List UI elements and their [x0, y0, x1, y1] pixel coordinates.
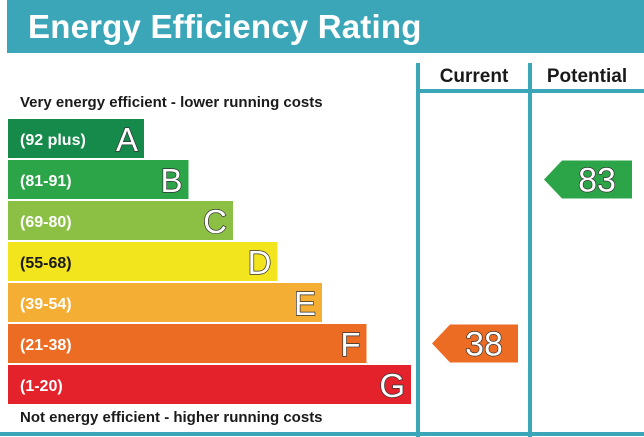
- potential-rating-arrow: 83: [544, 160, 632, 200]
- bottom-caption: Not energy efficient - higher running co…: [20, 409, 323, 426]
- band-b: (81-91) B: [8, 160, 189, 200]
- band-letter: C: [203, 203, 227, 240]
- band-bar: [8, 201, 233, 240]
- page-title: Energy Efficiency Rating: [28, 8, 422, 45]
- band-range-label: (69-80): [20, 214, 72, 231]
- band-letter: E: [294, 285, 316, 322]
- band-letter: A: [116, 121, 138, 158]
- band-c: (69-80) C: [8, 201, 233, 241]
- band-range-label: (55-68): [20, 255, 72, 272]
- current-score: 38: [465, 326, 503, 364]
- band-range-label: (81-91): [20, 173, 72, 190]
- band-e: (39-54) E: [8, 283, 322, 323]
- chart-frame: [0, 63, 644, 437]
- band-a: (92 plus) A: [8, 119, 144, 159]
- rating-bands: (92 plus) A(81-91) B(69-80) C(55-68) D(39-54…: [8, 119, 411, 405]
- band-bar: [8, 283, 322, 322]
- header-bar: Energy Efficiency Rating: [7, 0, 644, 53]
- current-rating-arrow: 38: [432, 324, 518, 364]
- potential-column-header: Potential: [547, 66, 627, 87]
- band-bar: [8, 119, 144, 158]
- band-range-label: (39-54): [20, 296, 72, 313]
- rating-arrows: 38 83: [432, 160, 632, 364]
- band-range-label: (1-20): [20, 378, 63, 395]
- top-caption: Very energy efficient - lower running co…: [20, 94, 323, 111]
- band-letter: D: [248, 244, 272, 281]
- band-bar: [8, 324, 367, 363]
- band-bar: [8, 242, 278, 281]
- band-letter: G: [379, 367, 405, 404]
- band-range-label: (21-38): [20, 337, 72, 354]
- current-column-header: Current: [440, 66, 509, 87]
- band-bar: [8, 365, 411, 404]
- band-g: (1-20) G: [8, 365, 411, 405]
- band-range-label: (92 plus): [20, 132, 86, 149]
- band-f: (21-38) F: [8, 324, 367, 364]
- potential-score: 83: [578, 162, 616, 200]
- current-arrow-shape: [432, 324, 518, 363]
- band-bar: [8, 160, 189, 199]
- band-letter: F: [340, 326, 360, 363]
- band-letter: B: [160, 162, 182, 199]
- potential-arrow-shape: [544, 160, 632, 199]
- band-d: (55-68) D: [8, 242, 278, 282]
